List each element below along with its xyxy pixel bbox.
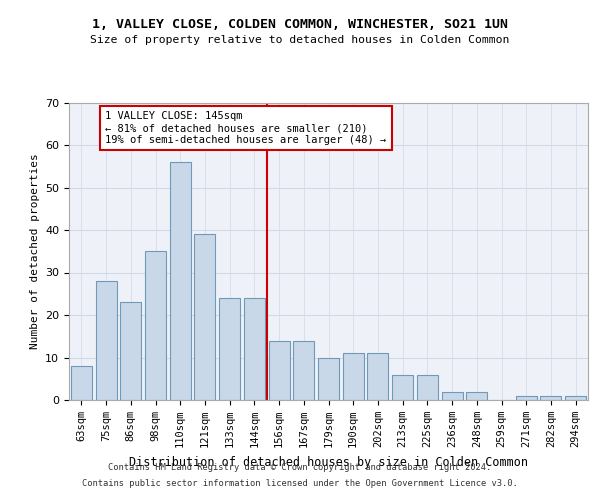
Bar [95, 281, 116, 400]
Bar [541, 396, 562, 400]
Text: Contains public sector information licensed under the Open Government Licence v3: Contains public sector information licen… [82, 478, 518, 488]
Bar [71, 366, 92, 400]
Bar [343, 353, 364, 400]
Text: 1 VALLEY CLOSE: 145sqm
← 81% of detached houses are smaller (210)
19% of semi-de: 1 VALLEY CLOSE: 145sqm ← 81% of detached… [106, 112, 386, 144]
Bar [417, 374, 438, 400]
Bar [170, 162, 191, 400]
Bar [565, 396, 586, 400]
Text: Contains HM Land Registry data © Crown copyright and database right 2024.: Contains HM Land Registry data © Crown c… [109, 464, 491, 472]
Text: 1, VALLEY CLOSE, COLDEN COMMON, WINCHESTER, SO21 1UN: 1, VALLEY CLOSE, COLDEN COMMON, WINCHEST… [92, 18, 508, 30]
Bar [466, 392, 487, 400]
Bar [194, 234, 215, 400]
Bar [244, 298, 265, 400]
Bar [318, 358, 339, 400]
X-axis label: Distribution of detached houses by size in Colden Common: Distribution of detached houses by size … [129, 456, 528, 468]
Bar [269, 340, 290, 400]
Bar [219, 298, 240, 400]
Bar [516, 396, 537, 400]
Y-axis label: Number of detached properties: Number of detached properties [29, 154, 40, 349]
Bar [367, 353, 388, 400]
Bar [293, 340, 314, 400]
Text: Size of property relative to detached houses in Colden Common: Size of property relative to detached ho… [91, 35, 509, 45]
Bar [392, 374, 413, 400]
Bar [442, 392, 463, 400]
Bar [145, 252, 166, 400]
Bar [120, 302, 141, 400]
